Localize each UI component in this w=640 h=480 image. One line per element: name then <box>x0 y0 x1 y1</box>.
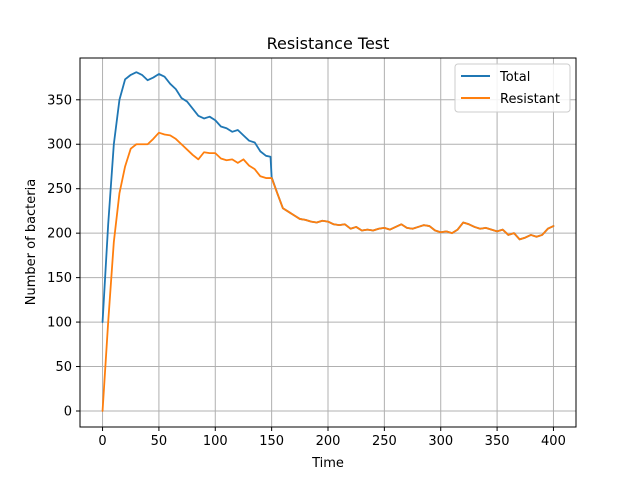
chart-title: Resistance Test <box>267 34 390 53</box>
series-line-resistant <box>101 131 555 412</box>
y-tick-label: 250 <box>47 182 72 197</box>
x-tick-label: 150 <box>259 434 284 449</box>
x-tick-label: 50 <box>151 434 168 449</box>
y-axis-label: Number of bacteria <box>24 179 39 305</box>
x-axis-label: Time <box>311 456 344 471</box>
x-tick-label: 350 <box>485 434 510 449</box>
legend: Total Resistant <box>454 63 571 113</box>
grid <box>80 58 576 427</box>
y-axis: 0 50 100 150 200 250 300 350 <box>47 93 80 419</box>
x-tick-label: 400 <box>541 434 566 449</box>
legend-label-total: Total <box>499 70 530 85</box>
x-tick-label: 250 <box>372 434 397 449</box>
y-tick-label: 50 <box>55 360 72 375</box>
x-tick-label: 0 <box>98 434 106 449</box>
x-tick-label: 100 <box>203 434 228 449</box>
y-tick-label: 150 <box>47 271 72 286</box>
series-layer <box>101 71 555 412</box>
x-axis: 0 50 100 150 200 250 300 350 400 <box>98 427 566 449</box>
y-tick-label: 350 <box>47 93 72 108</box>
legend-label-resistant: Resistant <box>500 92 560 107</box>
x-tick-label: 200 <box>316 434 341 449</box>
y-tick-label: 0 <box>64 404 72 419</box>
y-tick-label: 100 <box>47 316 72 331</box>
x-tick-label: 300 <box>428 434 453 449</box>
y-tick-label: 300 <box>47 138 72 153</box>
y-tick-label: 200 <box>47 227 72 242</box>
